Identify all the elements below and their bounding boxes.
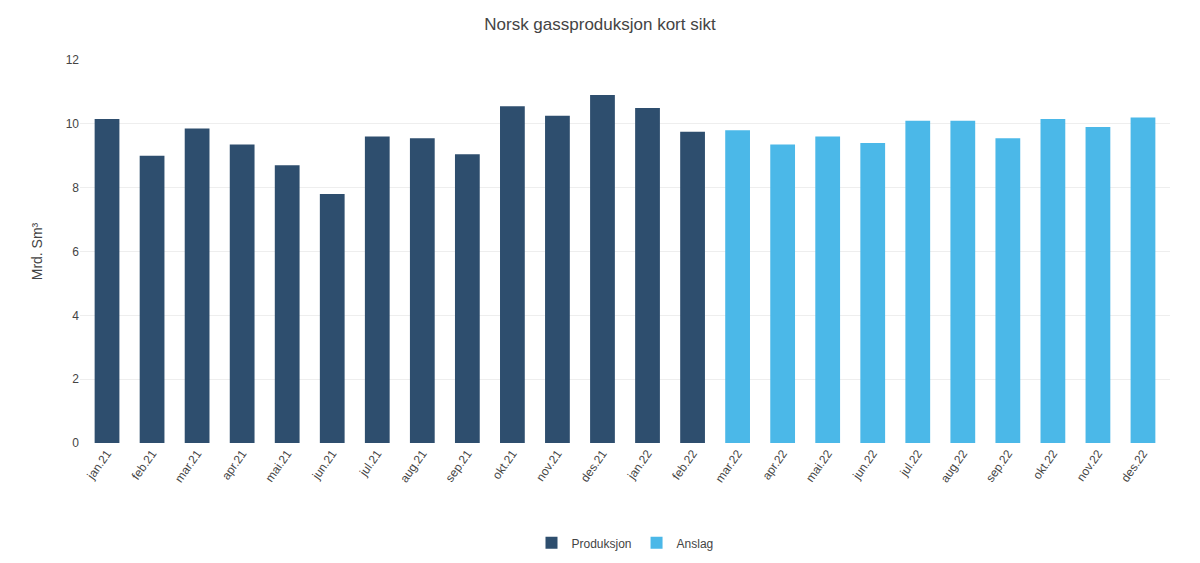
- svg-text:des.21: des.21: [578, 447, 610, 485]
- svg-text:jul.22: jul.22: [897, 447, 926, 480]
- svg-text:jun.21: jun.21: [309, 447, 340, 483]
- svg-text:feb.21: feb.21: [129, 447, 160, 483]
- svg-text:2: 2: [72, 372, 79, 386]
- svg-text:mar.21: mar.21: [172, 447, 205, 485]
- svg-text:jul.21: jul.21: [356, 447, 385, 480]
- svg-text:feb.22: feb.22: [669, 447, 700, 483]
- svg-text:0: 0: [72, 436, 79, 450]
- svg-text:12: 12: [66, 53, 80, 67]
- svg-text:10: 10: [66, 117, 80, 131]
- svg-text:okt.21: okt.21: [490, 447, 520, 482]
- svg-text:Anslag: Anslag: [677, 537, 714, 551]
- svg-text:aug.21: aug.21: [397, 447, 430, 485]
- svg-text:apr.22: apr.22: [759, 447, 790, 483]
- svg-text:sep.21: sep.21: [443, 447, 475, 485]
- svg-text:jan.21: jan.21: [84, 447, 115, 483]
- svg-text:Norsk gassproduksjon kort sikt: Norsk gassproduksjon kort sikt: [484, 15, 716, 34]
- svg-text:nov.21: nov.21: [533, 447, 565, 484]
- svg-text:8: 8: [72, 181, 79, 195]
- svg-text:aug.22: aug.22: [938, 447, 971, 485]
- svg-text:nov.22: nov.22: [1074, 447, 1106, 484]
- svg-text:okt.22: okt.22: [1030, 447, 1060, 482]
- svg-text:jun.22: jun.22: [849, 447, 880, 483]
- svg-text:mai.22: mai.22: [803, 447, 835, 485]
- svg-text:6: 6: [72, 245, 79, 259]
- svg-text:apr.21: apr.21: [219, 447, 250, 483]
- svg-text:sep.22: sep.22: [983, 447, 1015, 485]
- svg-text:des.22: des.22: [1118, 447, 1150, 485]
- svg-text:Mrd. Sm³: Mrd. Sm³: [29, 222, 45, 280]
- svg-text:Produksjon: Produksjon: [572, 537, 632, 551]
- svg-text:mar.22: mar.22: [712, 447, 745, 485]
- svg-text:jan.22: jan.22: [624, 447, 655, 483]
- svg-text:4: 4: [72, 309, 79, 323]
- svg-text:mai.21: mai.21: [262, 447, 294, 485]
